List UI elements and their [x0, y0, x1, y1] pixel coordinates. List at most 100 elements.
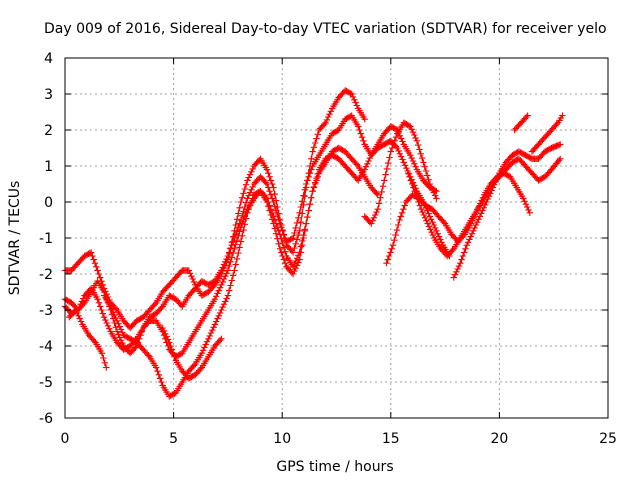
data-point-marker	[94, 296, 101, 303]
data-point-marker	[263, 180, 271, 188]
data-point-marker	[206, 332, 213, 340]
data-point-marker	[284, 243, 291, 250]
data-point-marker	[410, 184, 417, 191]
data-point-marker	[386, 154, 393, 161]
data-point-marker	[218, 267, 225, 274]
data-point-marker	[416, 202, 424, 209]
data-point-marker	[428, 229, 435, 236]
data-point-marker	[466, 236, 473, 243]
data-point-marker	[151, 301, 159, 308]
data-point-marker	[103, 364, 110, 371]
data-point-marker	[356, 126, 363, 134]
data-point-marker	[235, 249, 242, 257]
data-point-marker	[94, 267, 101, 274]
data-point-marker	[326, 111, 333, 118]
data-point-marker	[300, 192, 307, 199]
data-point-marker	[228, 277, 235, 284]
data-point-marker	[216, 337, 224, 344]
data-point-marker	[284, 237, 291, 245]
chart-title: Day 009 of 2016, Sidereal Day-to-day VTE…	[44, 21, 607, 37]
data-point-marker	[424, 172, 431, 179]
data-point-marker	[487, 190, 494, 197]
data-point-marker	[296, 256, 303, 263]
data-point-marker	[431, 192, 439, 199]
data-point-marker	[313, 177, 320, 184]
data-point-marker	[226, 287, 233, 294]
data-point-marker	[81, 252, 88, 260]
data-point-marker	[197, 365, 204, 373]
y-tick-label: -5	[39, 375, 53, 391]
data-point-marker	[301, 193, 308, 200]
y-axis-title: SDTVAR / TECUs	[7, 181, 23, 296]
data-point-marker	[220, 301, 228, 308]
data-point-marker	[112, 324, 119, 331]
data-point-marker	[189, 275, 196, 283]
data-point-marker	[74, 309, 81, 317]
data-point-marker	[440, 219, 447, 226]
data-point-marker	[300, 234, 307, 242]
data-point-marker	[289, 249, 297, 256]
data-point-marker	[406, 173, 413, 180]
data-point-marker	[120, 317, 127, 324]
data-point-marker	[101, 359, 108, 366]
data-point-marker	[276, 245, 284, 252]
data-point-marker	[77, 301, 84, 308]
data-point-marker	[488, 187, 495, 194]
data-point-marker	[66, 314, 73, 321]
data-point-marker	[237, 198, 245, 206]
data-point-marker	[121, 332, 129, 340]
data-point-marker	[310, 144, 318, 151]
data-point-marker	[370, 214, 378, 221]
data-point-marker	[381, 177, 388, 184]
data-point-marker	[348, 90, 355, 98]
data-point-marker	[526, 209, 534, 216]
data-point-marker	[263, 166, 271, 173]
data-point-marker	[236, 228, 243, 235]
data-point-marker	[295, 214, 302, 221]
data-point-marker	[295, 259, 302, 266]
data-point-marker	[271, 190, 278, 198]
data-point-marker	[426, 180, 434, 188]
data-point-marker	[430, 189, 437, 196]
data-point-marker	[419, 208, 426, 216]
data-point-marker	[384, 256, 391, 263]
data-point-marker	[145, 352, 152, 359]
data-point-marker	[411, 160, 418, 167]
data-series-4	[100, 144, 381, 400]
data-point-marker	[291, 244, 298, 252]
data-point-marker	[219, 303, 226, 311]
data-point-marker	[449, 247, 456, 254]
data-point-marker	[428, 216, 435, 223]
data-point-marker	[377, 194, 384, 201]
data-point-marker	[392, 231, 399, 239]
data-point-marker	[480, 204, 487, 211]
data-point-marker	[265, 184, 272, 191]
data-point-marker	[401, 162, 409, 169]
data-point-marker	[408, 180, 416, 188]
x-axis-title: GPS time / hours	[276, 459, 393, 475]
data-point-marker	[427, 226, 434, 233]
data-point-marker	[364, 160, 371, 167]
data-point-marker	[244, 177, 251, 184]
data-series-12	[361, 119, 440, 227]
data-point-marker	[479, 207, 486, 214]
data-point-marker	[430, 221, 437, 229]
data-point-marker	[89, 252, 96, 260]
data-point-marker	[222, 273, 229, 280]
data-point-marker	[390, 141, 397, 148]
data-point-marker	[360, 137, 367, 144]
data-point-marker	[185, 267, 192, 274]
data-point-marker	[232, 241, 239, 248]
data-point-marker	[555, 157, 563, 164]
data-point-marker	[210, 324, 217, 331]
data-point-marker	[421, 214, 429, 221]
data-point-marker	[270, 220, 277, 227]
data-point-marker	[392, 134, 400, 141]
x-tick-labels: 0 5 10 15 20 25	[61, 431, 617, 447]
data-point-marker	[296, 209, 303, 216]
data-point-marker	[407, 152, 414, 159]
data-point-marker	[420, 211, 427, 219]
data-point-marker	[153, 364, 160, 371]
